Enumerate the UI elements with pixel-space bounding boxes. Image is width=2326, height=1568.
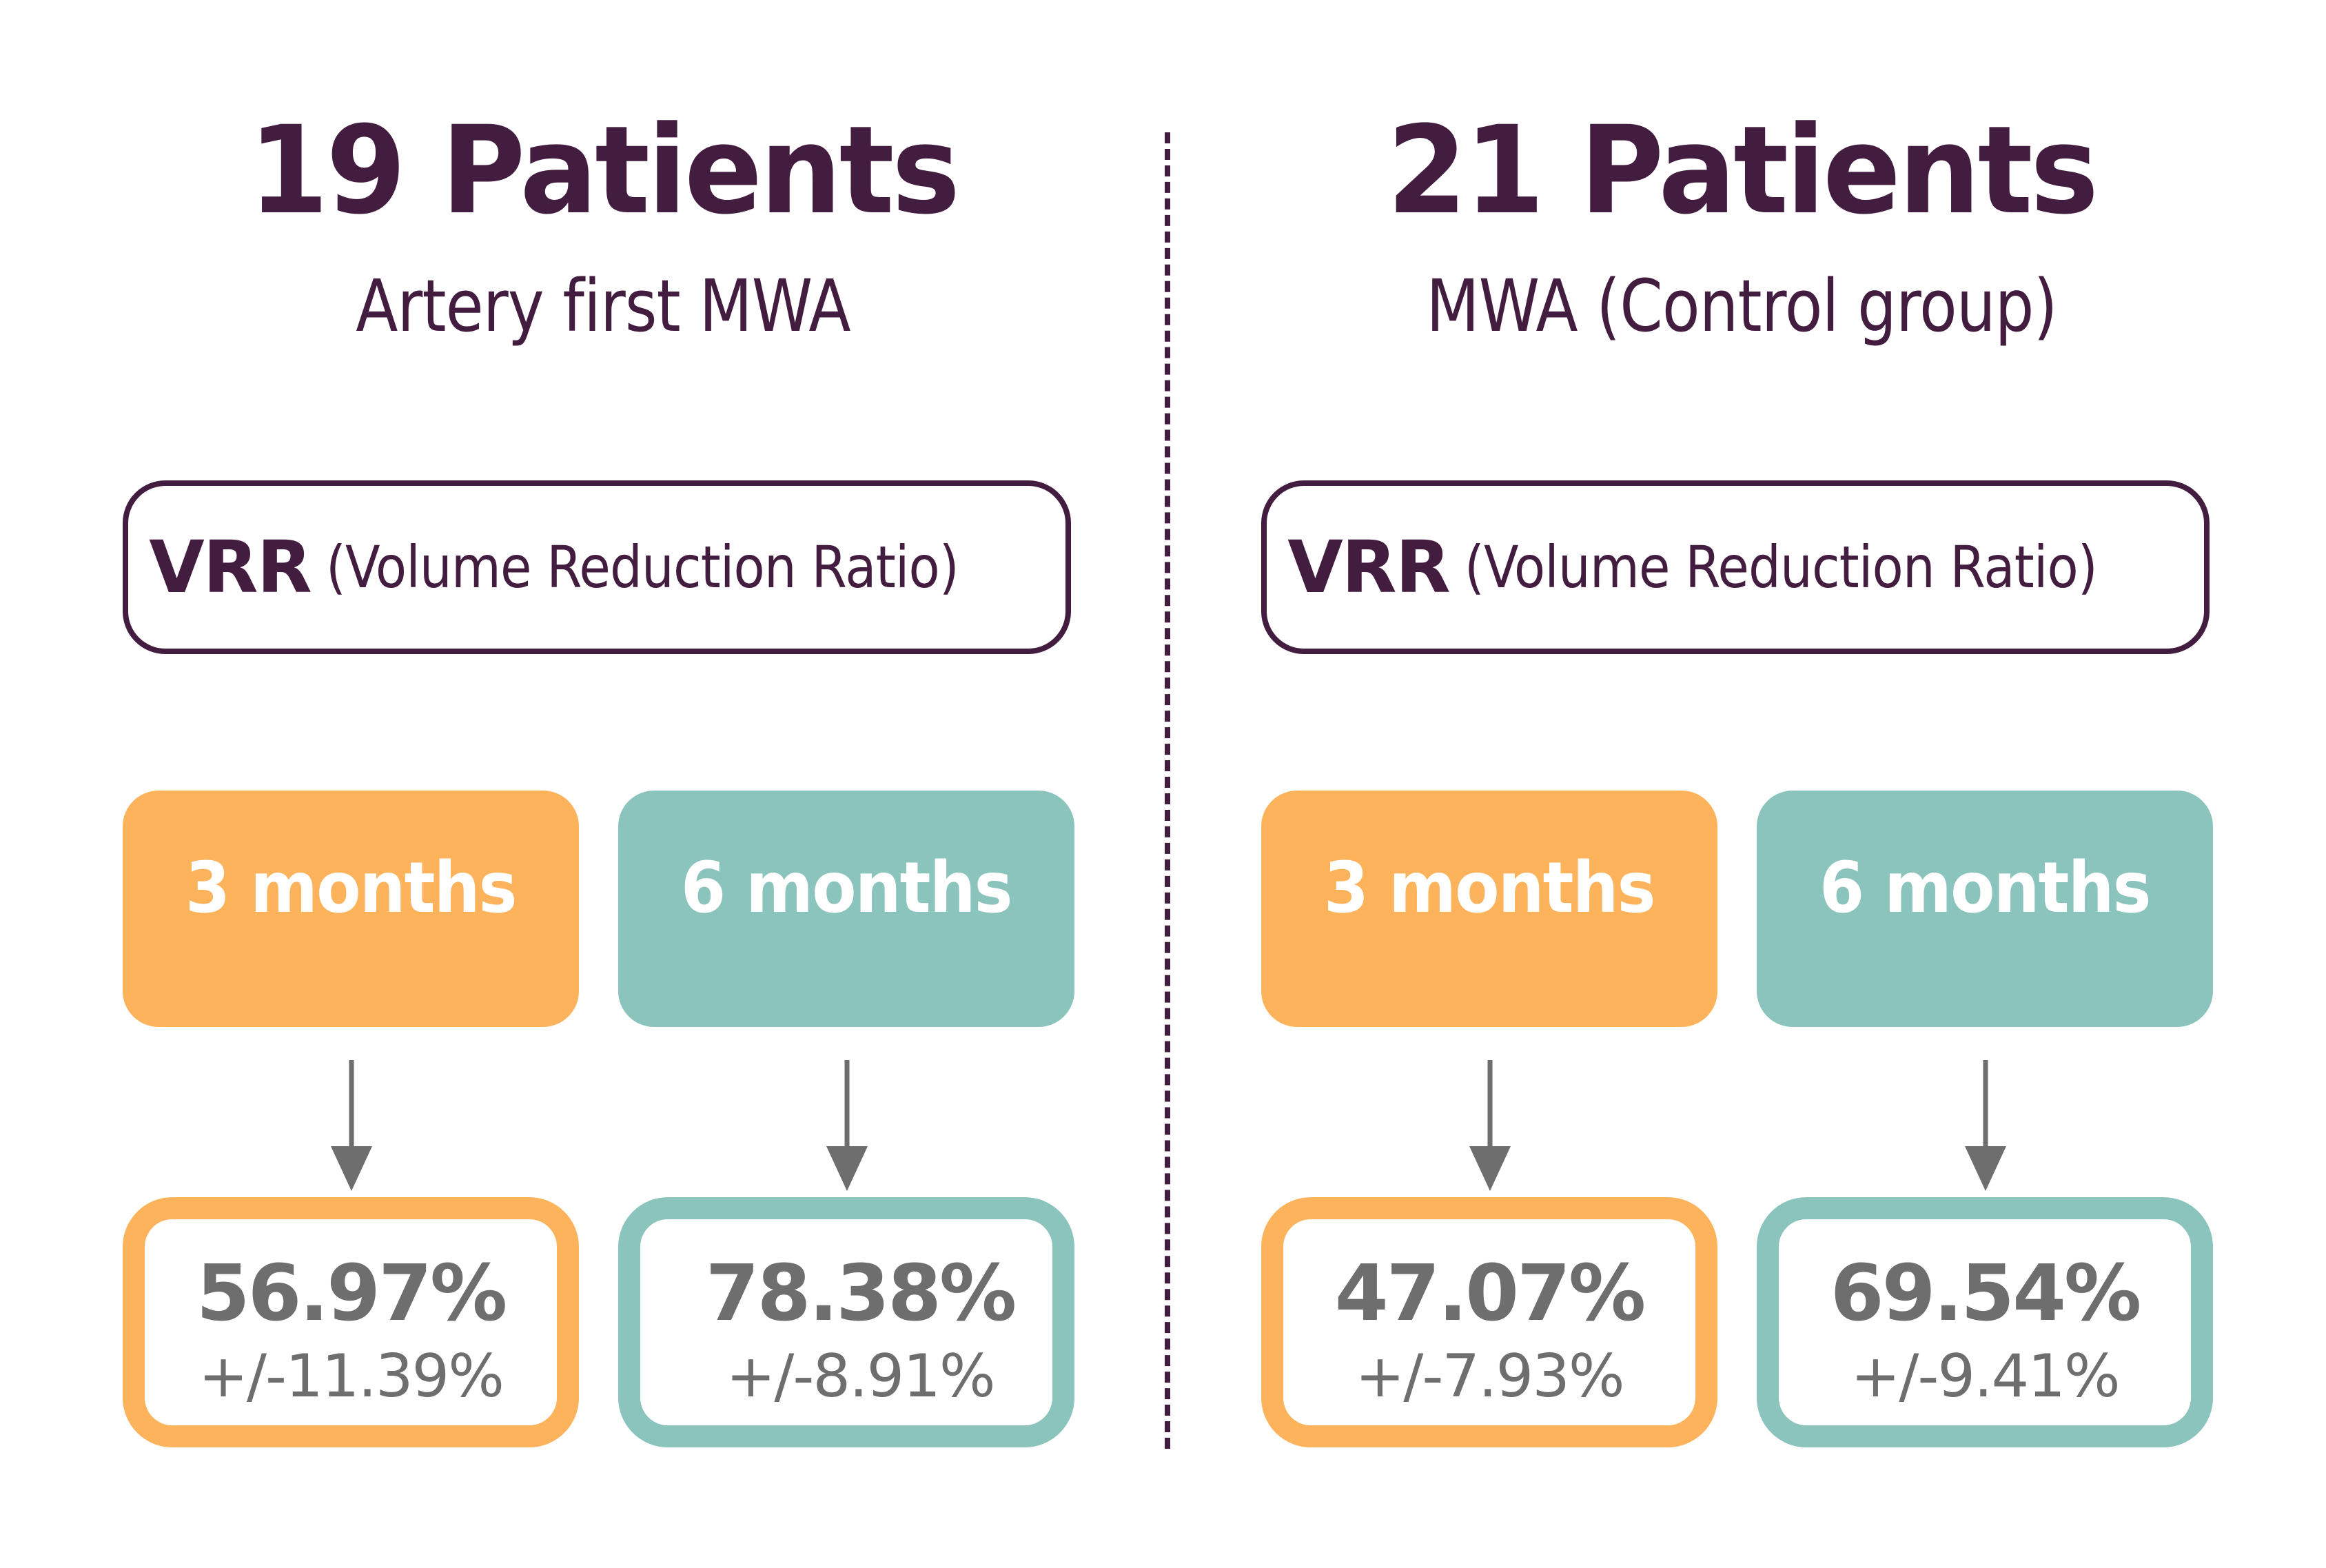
group-title: 21 Patients: [1387, 100, 2099, 241]
period-6-months: 6 months: [618, 791, 1074, 1027]
metric-abbr: VRR: [1287, 525, 1451, 609]
result-sd: +/-9.41%: [1850, 1342, 2120, 1411]
group-subtitle: Artery first MWA: [356, 264, 850, 348]
result-sd: +/-11.39%: [198, 1342, 504, 1411]
period-label: 6 months: [681, 847, 1013, 929]
arrow-down-icon: [1965, 1060, 2006, 1191]
result-sd: +/-7.93%: [1355, 1342, 1624, 1411]
arrow-down-icon: [331, 1060, 372, 1191]
group-artery-first: 19 Patients Artery first MWA VRR (Volume…: [110, 0, 1144, 1568]
period-3-months: 3 months: [123, 791, 579, 1027]
group-subtitle: MWA (Control group): [1426, 264, 2057, 348]
metric-full-name: (Volume Reduction Ratio): [1464, 533, 2098, 601]
period-label: 3 months: [1324, 847, 1656, 929]
arrow-down-icon: [826, 1060, 868, 1191]
period-label: 3 months: [185, 847, 518, 929]
result-value: 56.97%: [196, 1249, 507, 1338]
period-label: 6 months: [1819, 847, 2152, 929]
period-3-months: 3 months: [1261, 791, 1717, 1027]
period-6-months: 6 months: [1757, 791, 2213, 1027]
metric-box: VRR (Volume Reduction Ratio): [1261, 480, 2210, 654]
arrow-down-icon: [1469, 1060, 1511, 1191]
result-value: 69.54%: [1830, 1249, 2141, 1338]
metric-abbr: VRR: [149, 525, 312, 609]
group-control: 21 Patients MWA (Control group) VRR (Vol…: [1249, 0, 2283, 1568]
result-value: 47.07%: [1334, 1249, 1646, 1338]
dashed-divider: [1165, 132, 1170, 1449]
result-6-months: 78.38% +/-8.91%: [618, 1197, 1074, 1447]
result-6-months: 69.54% +/-9.41%: [1757, 1197, 2213, 1447]
result-sd: +/-8.91%: [726, 1342, 995, 1411]
result-3-months: 56.97% +/-11.39%: [123, 1197, 579, 1447]
metric-box: VRR (Volume Reduction Ratio): [123, 480, 1071, 654]
result-value: 78.38%: [705, 1249, 1017, 1338]
result-3-months: 47.07% +/-7.93%: [1261, 1197, 1717, 1447]
metric-full-name: (Volume Reduction Ratio): [325, 533, 959, 601]
group-title: 19 Patients: [248, 100, 960, 241]
